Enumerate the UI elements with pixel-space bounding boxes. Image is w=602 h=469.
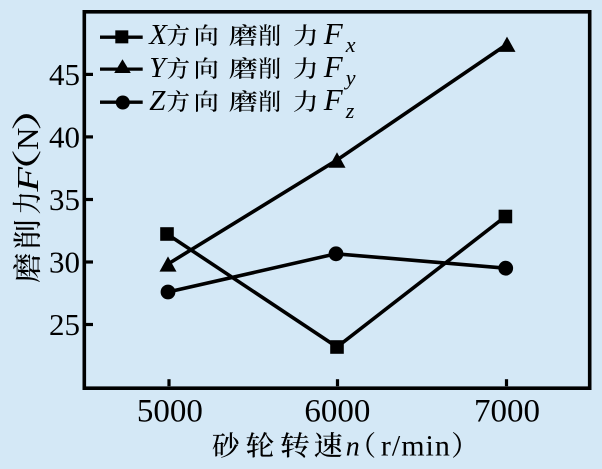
svg-text:F: F [323, 82, 344, 117]
svg-text:25: 25 [49, 307, 80, 342]
svg-text:5000: 5000 [137, 394, 203, 430]
svg-text:N: N [10, 128, 45, 150]
svg-text:x: x [345, 32, 356, 57]
svg-text:y: y [344, 65, 356, 90]
svg-text:F: F [323, 49, 344, 84]
svg-text:30: 30 [49, 245, 80, 280]
svg-text:X: X [148, 19, 168, 51]
svg-text:n: n [346, 431, 360, 462]
svg-text:Z: Z [149, 85, 166, 117]
svg-text:z: z [345, 98, 355, 123]
svg-text:Y: Y [149, 52, 168, 84]
svg-text:45: 45 [49, 57, 80, 92]
svg-text:6000: 6000 [304, 394, 370, 430]
svg-text:r/min: r/min [381, 429, 451, 462]
svg-text:35: 35 [49, 182, 80, 217]
svg-text:7000: 7000 [474, 394, 540, 430]
svg-text:F: F [323, 16, 344, 51]
svg-text:40: 40 [49, 120, 80, 155]
svg-text:F: F [10, 166, 44, 193]
